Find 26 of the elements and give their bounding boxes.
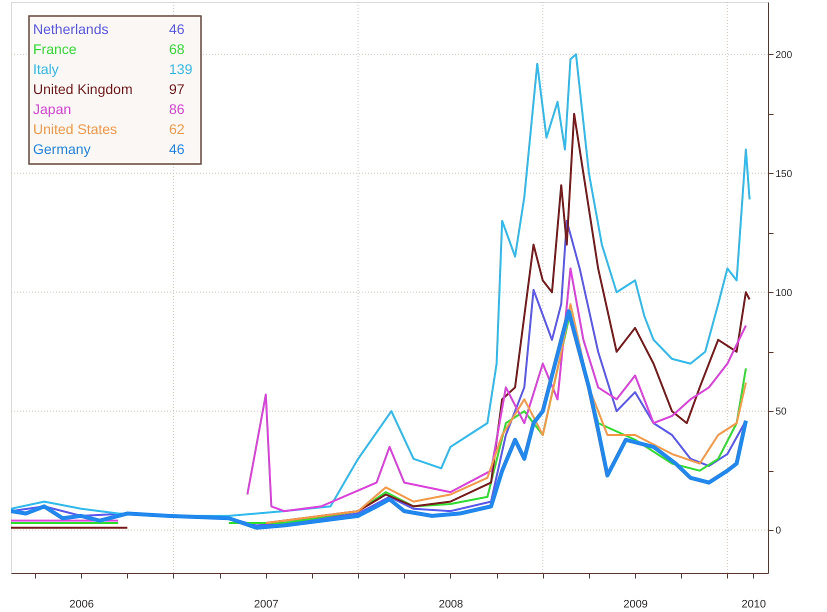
annotation: 62 [169, 121, 185, 137]
text: France [33, 41, 77, 57]
x-tick-label: 2008 [438, 598, 464, 610]
text: Italy [33, 61, 59, 77]
y-tick-label: 50 [776, 406, 788, 418]
x-tick-label: 2006 [69, 598, 94, 610]
text: Germany [33, 141, 91, 157]
annotation: 46 [169, 141, 185, 157]
x-tick-label: 2007 [254, 598, 279, 610]
text: United Kingdom [33, 81, 133, 97]
line-series [264, 303, 747, 524]
annotation: 46 [169, 21, 185, 37]
line-series [11, 53, 751, 517]
y-tick-label: 150 [776, 168, 793, 180]
y-tick-label: 100 [776, 288, 793, 299]
annotation: 139 [169, 61, 193, 77]
annotation: 68 [169, 41, 185, 57]
text: United States [33, 121, 118, 137]
annotation: 86 [169, 101, 185, 117]
y-tick-label: 0 [776, 526, 782, 537]
x-tick-label: 2010 [741, 598, 766, 610]
annotation: 97 [169, 81, 185, 97]
y-tick-label: 200 [776, 50, 793, 61]
x-tick-label: 2009 [623, 598, 648, 610]
text: Netherlands [33, 21, 108, 37]
text: Japan [33, 101, 72, 117]
